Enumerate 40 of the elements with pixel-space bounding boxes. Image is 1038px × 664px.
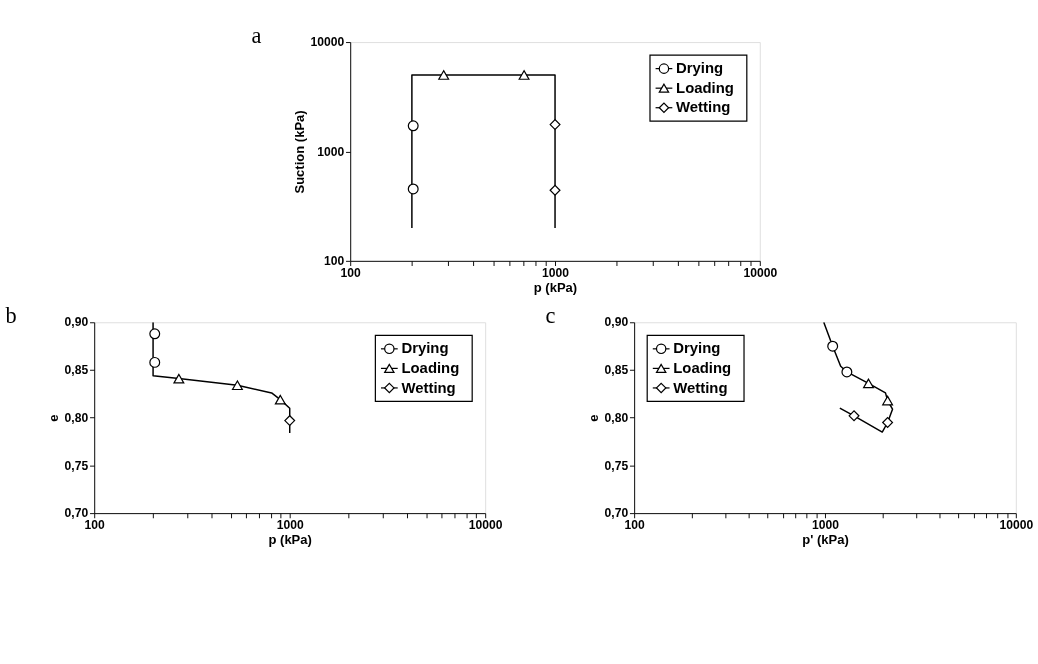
y-tick-label: 0,85 xyxy=(64,363,89,378)
legend-label: Wetting xyxy=(401,379,456,396)
legend-label: Loading xyxy=(673,360,732,377)
y-tick-label: 0,70 xyxy=(64,506,89,521)
legend-label: Drying xyxy=(676,60,724,77)
x-axis-title: p (kPa) xyxy=(533,280,578,296)
x-tick-label: 1000 xyxy=(812,518,840,533)
x-tick-label: 1000 xyxy=(276,518,304,533)
y-tick-label: 1000 xyxy=(317,144,345,159)
y-tick-label: 10000 xyxy=(310,35,345,50)
y-tick-label: 100 xyxy=(323,254,345,269)
x-tick-label: 100 xyxy=(340,266,362,281)
chart-title: a xyxy=(251,23,262,49)
y-tick-label: 0,90 xyxy=(604,315,629,330)
y-axis-title: Suction (kPa) xyxy=(292,110,308,194)
y-tick-label: 0,80 xyxy=(64,410,89,425)
y-tick-label: 0,75 xyxy=(64,458,89,473)
y-tick-label: 0,80 xyxy=(604,410,629,425)
x-tick-label: 10000 xyxy=(468,518,503,533)
y-tick-label: 0,75 xyxy=(604,458,629,473)
legend-label: Wetting xyxy=(673,379,728,396)
x-tick-label: 100 xyxy=(624,518,645,533)
x-tick-label: 100 xyxy=(84,518,106,533)
legend-label: Drying xyxy=(673,340,721,357)
chart-title: c xyxy=(545,303,556,329)
x-axis-title: p (kPa) xyxy=(268,532,312,548)
x-axis-title: p' (kPa) xyxy=(802,532,849,548)
x-tick-label: 10000 xyxy=(999,518,1034,533)
legend-label: Loading xyxy=(401,360,460,377)
y-axis-title: e xyxy=(46,414,62,422)
x-tick-label: 10000 xyxy=(743,266,778,281)
y-tick-label: 0,85 xyxy=(604,363,629,378)
legend-label: Loading xyxy=(676,79,734,96)
chart-title: b xyxy=(5,303,17,329)
y-tick-label: 0,90 xyxy=(64,315,89,330)
y-tick-label: 0,70 xyxy=(604,506,629,521)
legend-label: Drying xyxy=(401,340,449,357)
x-tick-label: 1000 xyxy=(542,266,570,281)
y-axis-title: e xyxy=(586,414,602,422)
legend-label: Wetting xyxy=(676,99,731,116)
